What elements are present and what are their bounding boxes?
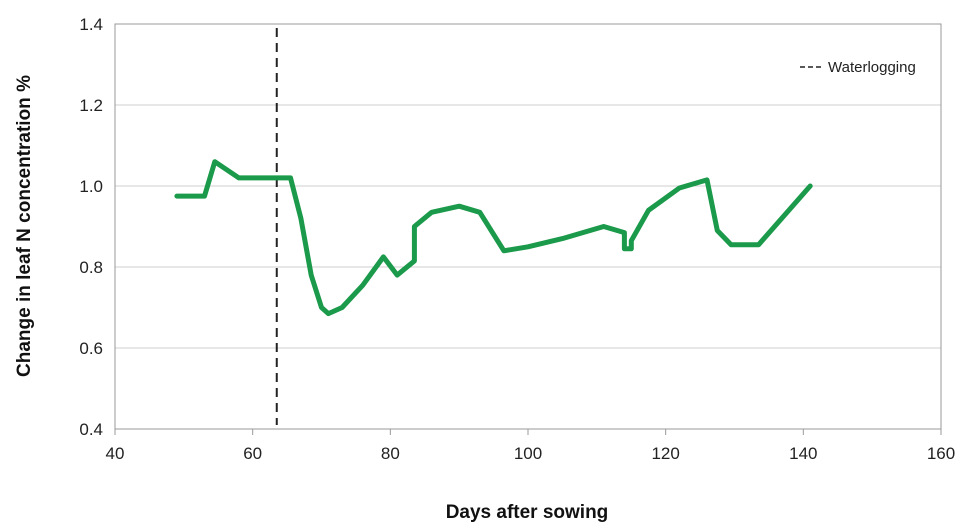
x-tick-label: 140 xyxy=(789,444,817,463)
y-tick-label: 1.4 xyxy=(79,15,103,34)
y-tick-label: 0.8 xyxy=(79,258,103,277)
y-tick-label: 1.2 xyxy=(79,96,103,115)
x-axis-ticks: 40 60 80 100 120 140 160 xyxy=(106,429,955,463)
legend: Waterlogging xyxy=(800,59,916,76)
y-tick-label: 0.6 xyxy=(79,339,103,358)
y-tick-label: 0.4 xyxy=(79,420,103,439)
x-axis-title: Days after sowing xyxy=(446,502,609,523)
y-axis-ticks: 0.4 0.6 0.8 1.0 1.2 1.4 xyxy=(79,15,103,439)
grid-lines xyxy=(115,23,941,430)
x-tick-label: 60 xyxy=(243,444,262,463)
plot-frame xyxy=(114,23,942,430)
x-tick-label: 120 xyxy=(651,444,679,463)
series-line-leaf-n xyxy=(174,159,813,317)
x-tick-label: 100 xyxy=(514,444,542,463)
x-tick-label: 160 xyxy=(927,444,955,463)
x-tick-label: 40 xyxy=(106,444,125,463)
x-tick-label: 80 xyxy=(381,444,400,463)
y-tick-label: 1.0 xyxy=(79,177,103,196)
y-axis-title: Change in leaf N concentration % xyxy=(14,75,35,377)
legend-label-waterlogging: Waterlogging xyxy=(828,59,916,76)
